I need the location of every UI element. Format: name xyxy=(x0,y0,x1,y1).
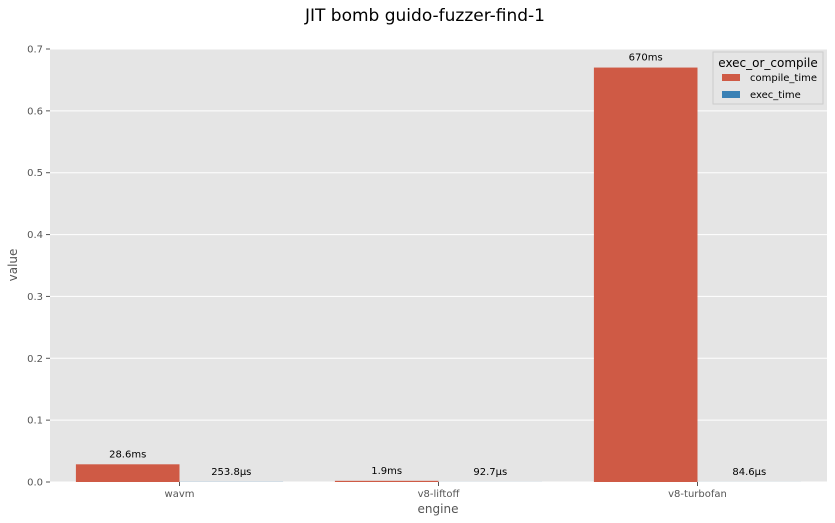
data-label: 1.9ms xyxy=(371,466,402,477)
y-tick-label: 0.1 xyxy=(27,416,43,427)
y-tick-label: 0.3 xyxy=(27,292,43,303)
y-axis-ticks: 0.0 0.1 0.2 0.3 0.4 0.5 0.6 0.7 xyxy=(27,45,50,489)
y-tick-label: 0.7 xyxy=(27,45,43,56)
legend-swatch-exec-time xyxy=(722,91,740,98)
data-label: 253.8µs xyxy=(211,467,251,478)
data-label: 92.7µs xyxy=(473,467,507,478)
bar-compile-time-v8-liftoff xyxy=(334,480,439,482)
legend-title: exec_or_compile xyxy=(718,56,817,70)
bar-compile-time-v8-turbofan xyxy=(593,67,698,483)
x-tick-label: v8-liftoff xyxy=(418,489,461,500)
y-axis-label: value xyxy=(6,249,20,282)
y-tick-label: 0.6 xyxy=(27,106,43,117)
y-tick-label: 0.4 xyxy=(27,230,43,241)
chart-title: JIT bomb guido-fuzzer-find-1 xyxy=(304,6,545,26)
legend-label-exec-time: exec_time xyxy=(750,90,801,101)
x-axis-ticks: wavm v8-liftoff v8-turbofan xyxy=(165,482,727,500)
legend: exec_or_compile compile_time exec_time xyxy=(712,51,824,105)
data-labels: 28.6ms 253.8µs 1.9ms 92.7µs 670ms 84.6µs xyxy=(109,53,766,478)
bars xyxy=(75,67,802,483)
data-label: 28.6ms xyxy=(109,449,146,460)
data-label: 670ms xyxy=(629,53,663,64)
data-label: 84.6µs xyxy=(732,467,766,478)
gridlines xyxy=(50,48,827,483)
x-axis-label: engine xyxy=(418,502,459,516)
y-tick-label: 0.0 xyxy=(27,478,43,489)
y-tick-label: 0.5 xyxy=(27,168,43,179)
x-tick-label: wavm xyxy=(165,489,195,500)
legend-swatch-compile-time xyxy=(722,74,740,81)
y-tick-label: 0.2 xyxy=(27,354,43,365)
bar-compile-time-wavm xyxy=(75,464,180,482)
x-tick-label: v8-turbofan xyxy=(668,489,727,500)
legend-label-compile-time: compile_time xyxy=(750,73,817,84)
plot-background xyxy=(50,49,827,482)
